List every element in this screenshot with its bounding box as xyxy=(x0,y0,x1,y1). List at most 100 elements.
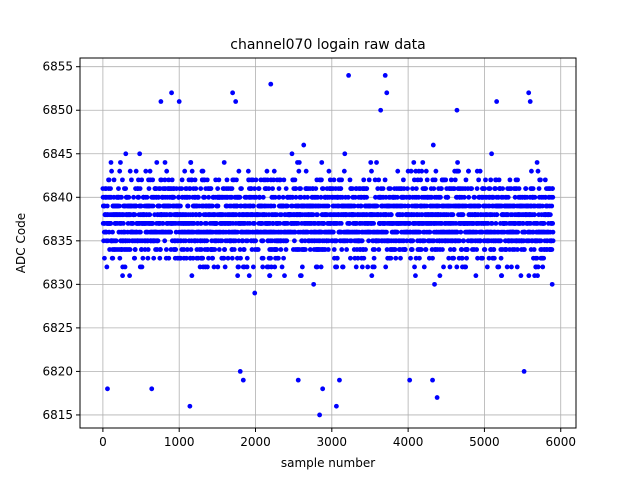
data-point xyxy=(183,238,189,244)
data-point xyxy=(318,264,324,270)
data-point xyxy=(538,177,543,183)
data-point xyxy=(189,168,195,174)
data-point xyxy=(105,386,110,392)
data-point xyxy=(507,177,513,183)
data-point xyxy=(132,247,138,252)
data-point xyxy=(526,273,532,279)
data-point xyxy=(412,264,417,270)
data-point xyxy=(491,255,497,261)
data-point xyxy=(225,255,231,261)
data-point xyxy=(179,177,185,183)
data-point xyxy=(292,229,298,235)
data-point xyxy=(301,142,307,148)
data-point xyxy=(122,264,128,270)
data-point xyxy=(499,273,505,279)
data-point xyxy=(376,177,382,183)
data-point xyxy=(240,238,246,244)
data-point xyxy=(388,255,394,261)
data-point xyxy=(317,412,323,418)
data-point xyxy=(123,186,129,191)
data-point xyxy=(293,186,299,191)
data-point xyxy=(494,99,500,104)
data-point xyxy=(528,221,533,226)
data-point xyxy=(474,186,480,191)
data-point xyxy=(514,264,520,270)
data-point xyxy=(132,255,138,261)
data-point xyxy=(489,221,495,226)
data-point xyxy=(472,194,477,200)
y-tick-label: 6845 xyxy=(42,147,73,161)
data-point xyxy=(361,255,367,261)
data-point xyxy=(239,186,244,191)
data-point xyxy=(538,238,544,244)
data-point xyxy=(384,90,390,96)
data-point xyxy=(192,177,198,183)
data-point xyxy=(274,247,279,252)
data-point xyxy=(393,255,399,261)
data-point xyxy=(522,229,528,235)
x-tick-label: 2000 xyxy=(240,435,271,449)
data-point xyxy=(168,229,174,235)
data-point xyxy=(162,177,168,183)
data-point xyxy=(198,186,204,191)
data-point xyxy=(127,273,132,279)
data-point xyxy=(208,186,214,191)
data-point xyxy=(540,264,546,270)
data-point xyxy=(251,203,256,209)
data-point xyxy=(487,186,493,191)
data-point xyxy=(108,221,114,226)
data-point xyxy=(235,273,241,279)
data-point xyxy=(257,194,263,200)
data-point xyxy=(361,177,367,183)
data-point xyxy=(184,247,190,252)
data-point xyxy=(143,168,149,174)
data-point xyxy=(120,221,126,226)
data-point xyxy=(191,221,197,226)
data-point xyxy=(321,221,327,226)
data-point xyxy=(231,247,237,252)
x-axis-label: sample number xyxy=(281,456,375,470)
data-point xyxy=(211,264,217,270)
data-point xyxy=(157,255,163,261)
data-point xyxy=(346,73,351,78)
x-tick-label: 4000 xyxy=(393,435,424,449)
data-point xyxy=(478,238,483,244)
data-point xyxy=(200,168,206,174)
data-point xyxy=(464,255,469,261)
data-point xyxy=(280,194,286,200)
data-point xyxy=(344,247,350,252)
data-point xyxy=(110,255,116,261)
data-point xyxy=(166,177,172,183)
data-point xyxy=(366,238,371,244)
data-point xyxy=(285,203,290,209)
data-point xyxy=(460,212,466,218)
data-point xyxy=(132,212,138,218)
data-point xyxy=(550,221,556,226)
data-point xyxy=(176,194,182,200)
data-point xyxy=(541,255,547,261)
data-point xyxy=(404,238,410,244)
data-point xyxy=(476,177,482,183)
data-point xyxy=(515,229,521,235)
data-point xyxy=(193,186,199,191)
data-point xyxy=(298,186,303,191)
data-point xyxy=(473,273,479,279)
data-point xyxy=(237,194,243,200)
data-point xyxy=(237,369,243,374)
data-point xyxy=(215,203,221,209)
data-point xyxy=(348,255,353,261)
x-tick-label: 6000 xyxy=(545,435,576,449)
data-point xyxy=(210,203,215,209)
data-point xyxy=(331,247,337,252)
data-point xyxy=(296,160,302,165)
data-point xyxy=(158,99,164,104)
data-point xyxy=(150,203,156,209)
data-point xyxy=(330,229,336,235)
data-point xyxy=(179,186,185,191)
data-point xyxy=(162,238,168,244)
data-point xyxy=(434,395,440,400)
data-point xyxy=(156,194,162,200)
data-point xyxy=(477,168,483,174)
data-point xyxy=(181,247,187,252)
data-point xyxy=(413,186,419,191)
